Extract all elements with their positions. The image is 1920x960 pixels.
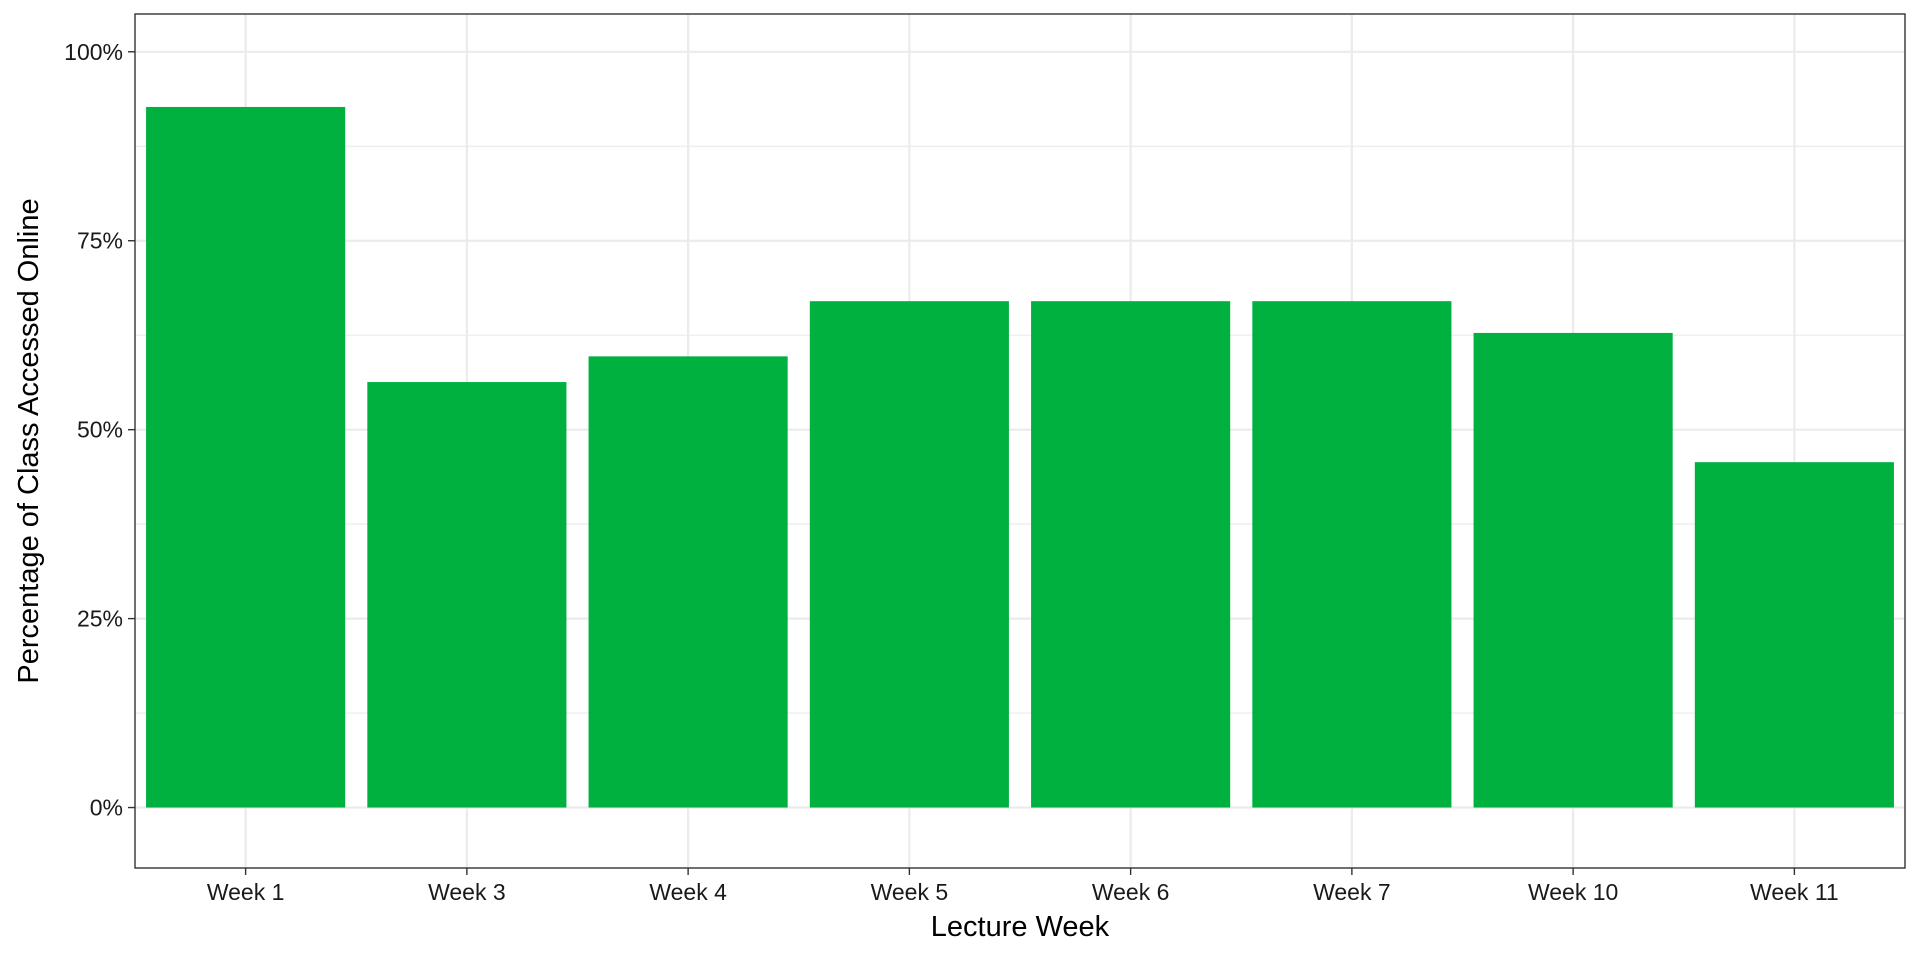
bar (588, 356, 788, 808)
bar (1252, 301, 1452, 808)
y-tick-label: 0% (90, 795, 123, 821)
x-tick-label: Week 6 (1092, 879, 1170, 905)
x-tick-label: Week 10 (1528, 879, 1618, 905)
panel-border (134, 13, 1906, 869)
y-tick-label: 25% (77, 606, 123, 632)
bar (1031, 301, 1231, 808)
x-tick-label: Week 7 (1313, 879, 1391, 905)
bar (809, 301, 1009, 808)
x-tick-label: Week 5 (871, 879, 949, 905)
x-axis-title: Lecture Week (931, 911, 1110, 943)
bar (1473, 332, 1673, 808)
x-axis: Week 1 Week 3 Week 4 Week 5 Week 6 Week 7 Week… (207, 868, 1839, 905)
x-tick-label: Week 11 (1750, 879, 1839, 905)
y-tick-label: 75% (77, 228, 123, 254)
x-tick-label: Week 4 (649, 879, 727, 905)
bar (146, 106, 346, 808)
x-tick-label: Week 1 (207, 879, 285, 905)
y-tick-label: 100% (64, 39, 123, 65)
x-tick-label: Week 3 (428, 879, 506, 905)
y-axis-title: Percentage of Class Accessed Online (13, 198, 45, 683)
bar-series (146, 106, 1894, 808)
y-axis: 0% 25% 50% 75% 100% (64, 39, 135, 821)
y-tick-label: 50% (77, 417, 123, 443)
bar (367, 382, 567, 808)
bar (1694, 462, 1894, 808)
